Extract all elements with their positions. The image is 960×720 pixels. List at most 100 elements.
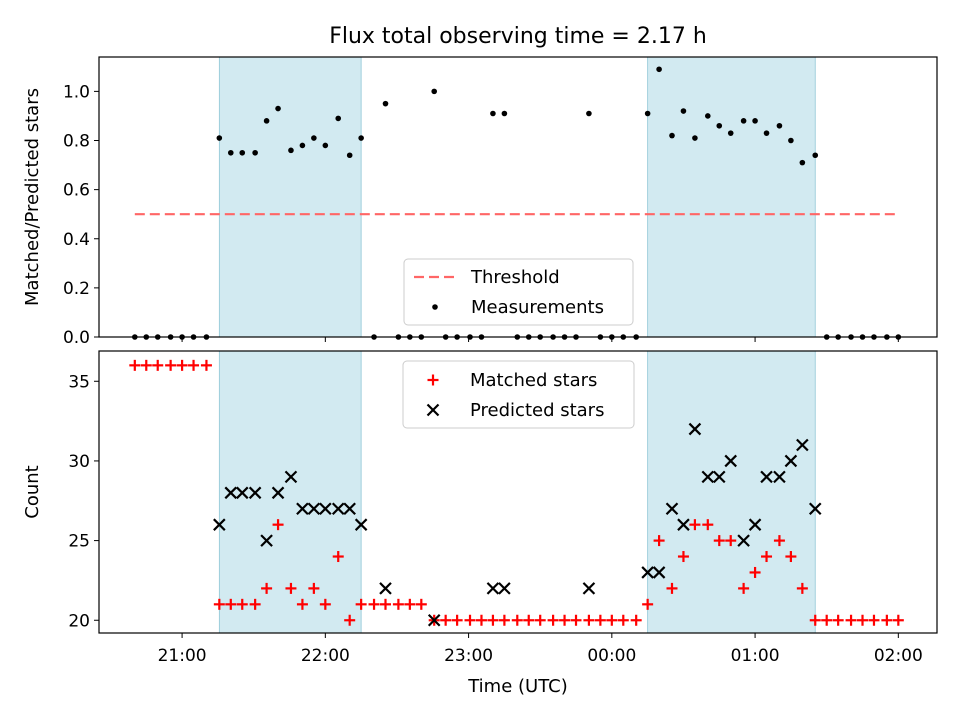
matched-star-point-41	[617, 614, 629, 626]
matched-star-point-22	[392, 598, 404, 610]
predicted-star-point-17	[582, 582, 596, 595]
measurement-point-11	[263, 118, 270, 124]
y-tick-label-0: 20	[68, 611, 90, 631]
matched-star-point-8	[225, 598, 237, 610]
measurement-point-8	[227, 149, 234, 156]
matched-star-point-4	[176, 359, 188, 371]
matched-star-point-37	[570, 614, 582, 626]
x-tick-label-5: 02:00	[874, 646, 923, 666]
matched-star-point-44	[653, 535, 665, 547]
measurement-point-46	[680, 108, 687, 114]
matched-star-point-1	[140, 359, 152, 371]
matched-star-point-31	[498, 614, 510, 626]
matched-star-point-7	[213, 598, 225, 610]
predicted-star-point-31	[796, 438, 809, 452]
legend-matched-label: Matched stars	[470, 370, 597, 391]
matched-star-point-33	[523, 614, 535, 626]
predicted-star-point-10	[331, 502, 345, 516]
measurement-point-19	[358, 135, 364, 141]
legend-measurement-swatch	[432, 304, 438, 310]
predicted-star-point-14	[427, 613, 441, 627]
measurement-point-7	[216, 135, 223, 141]
matched-star-point-14	[296, 598, 308, 610]
predicted-star-point-13	[379, 582, 392, 595]
legend-measurements-label: Measurements	[471, 297, 604, 318]
matched-star-point-61	[857, 614, 869, 626]
axes-frame-1	[98, 56, 938, 338]
observing-band-2	[647, 56, 816, 338]
predicted-star-point-8	[307, 502, 321, 516]
predicted-star-point-20	[665, 502, 679, 516]
measurement-point-9	[239, 149, 246, 156]
predicted-star-point-15	[486, 582, 500, 595]
y-tick-label-4: 0.8	[63, 132, 90, 152]
x-tick-label-3: 00:00	[587, 646, 636, 666]
measurement-point-49	[716, 122, 723, 129]
measurement-point-16	[322, 142, 329, 149]
x-tick-label-4: 01:00	[731, 646, 780, 666]
measurement-point-10	[252, 149, 258, 156]
matched-star-point-39	[594, 614, 606, 626]
matched-star-point-17	[332, 551, 344, 563]
matched-star-point-0	[129, 359, 141, 371]
predicted-star-point-12	[354, 518, 368, 531]
matched-star-point-34	[534, 614, 546, 626]
predicted-star-point-32	[808, 502, 822, 516]
predicted-star-point-19	[652, 566, 666, 579]
measurement-point-50	[727, 130, 734, 136]
predicted-star-point-21	[677, 518, 690, 531]
matched-star-point-59	[832, 614, 844, 626]
predicted-star-point-28	[760, 470, 773, 484]
matched-star-point-29	[475, 614, 487, 626]
measurement-point-45	[669, 132, 675, 139]
matched-star-point-27	[451, 614, 463, 626]
predicted-star-point-11	[343, 502, 356, 516]
legend-top-frame	[403, 258, 634, 326]
measurement-point-13	[288, 147, 294, 154]
matched-star-point-55	[785, 551, 797, 563]
matched-star-point-13	[285, 582, 297, 594]
matched-star-point-20	[368, 598, 380, 610]
matched-star-point-45	[666, 582, 678, 594]
measurement-point-21	[382, 100, 389, 107]
measurement-point-38	[586, 110, 592, 117]
y-tick-label-1: 25	[68, 532, 90, 552]
matched-star-point-42	[630, 614, 642, 626]
predicted-star-point-7	[296, 502, 309, 516]
matched-star-point-63	[881, 614, 893, 626]
y-tick-label-2: 0.4	[63, 230, 90, 250]
matched-star-point-54	[773, 535, 785, 547]
matched-star-point-32	[511, 614, 523, 626]
predicted-star-point-30	[784, 454, 798, 468]
matched-star-point-35	[547, 614, 559, 626]
predicted-star-point-23	[701, 470, 715, 484]
matched-star-point-49	[713, 535, 725, 547]
predicted-star-point-1	[224, 486, 238, 500]
predicted-star-point-0	[213, 518, 226, 531]
matched-star-point-62	[868, 614, 880, 626]
bottom-y-axis-label: Count	[22, 465, 43, 518]
measurement-point-30	[490, 110, 496, 117]
predicted-star-point-24	[712, 470, 726, 484]
matched-star-point-48	[702, 519, 714, 531]
matched-star-point-36	[559, 614, 571, 626]
matched-star-point-18	[344, 614, 356, 626]
matched-star-point-40	[606, 614, 618, 626]
measurement-point-55	[788, 137, 794, 144]
matched-star-point-64	[892, 614, 904, 626]
matched-star-point-46	[677, 551, 689, 563]
observing-band-2	[647, 350, 816, 634]
measurement-point-56	[799, 159, 806, 166]
measurement-point-47	[692, 135, 698, 141]
measurement-point-43	[644, 110, 651, 117]
legend-predicted-label: Predicted stars	[470, 400, 604, 421]
matched-star-point-24	[415, 598, 427, 610]
matched-star-point-43	[642, 598, 654, 610]
predicted-star-point-25	[724, 454, 738, 468]
matched-star-point-26	[440, 614, 452, 626]
y-tick-label-1: 0.2	[63, 279, 90, 299]
axes-frame-2	[98, 350, 938, 634]
predicted-star-point-4	[260, 534, 273, 547]
bottom-panel: 20 25 30 35 21:00 22:00 23:00 00:00 01:00 02:00 Ma…	[68, 350, 938, 666]
y-tick-label-0: 0.0	[63, 328, 90, 348]
